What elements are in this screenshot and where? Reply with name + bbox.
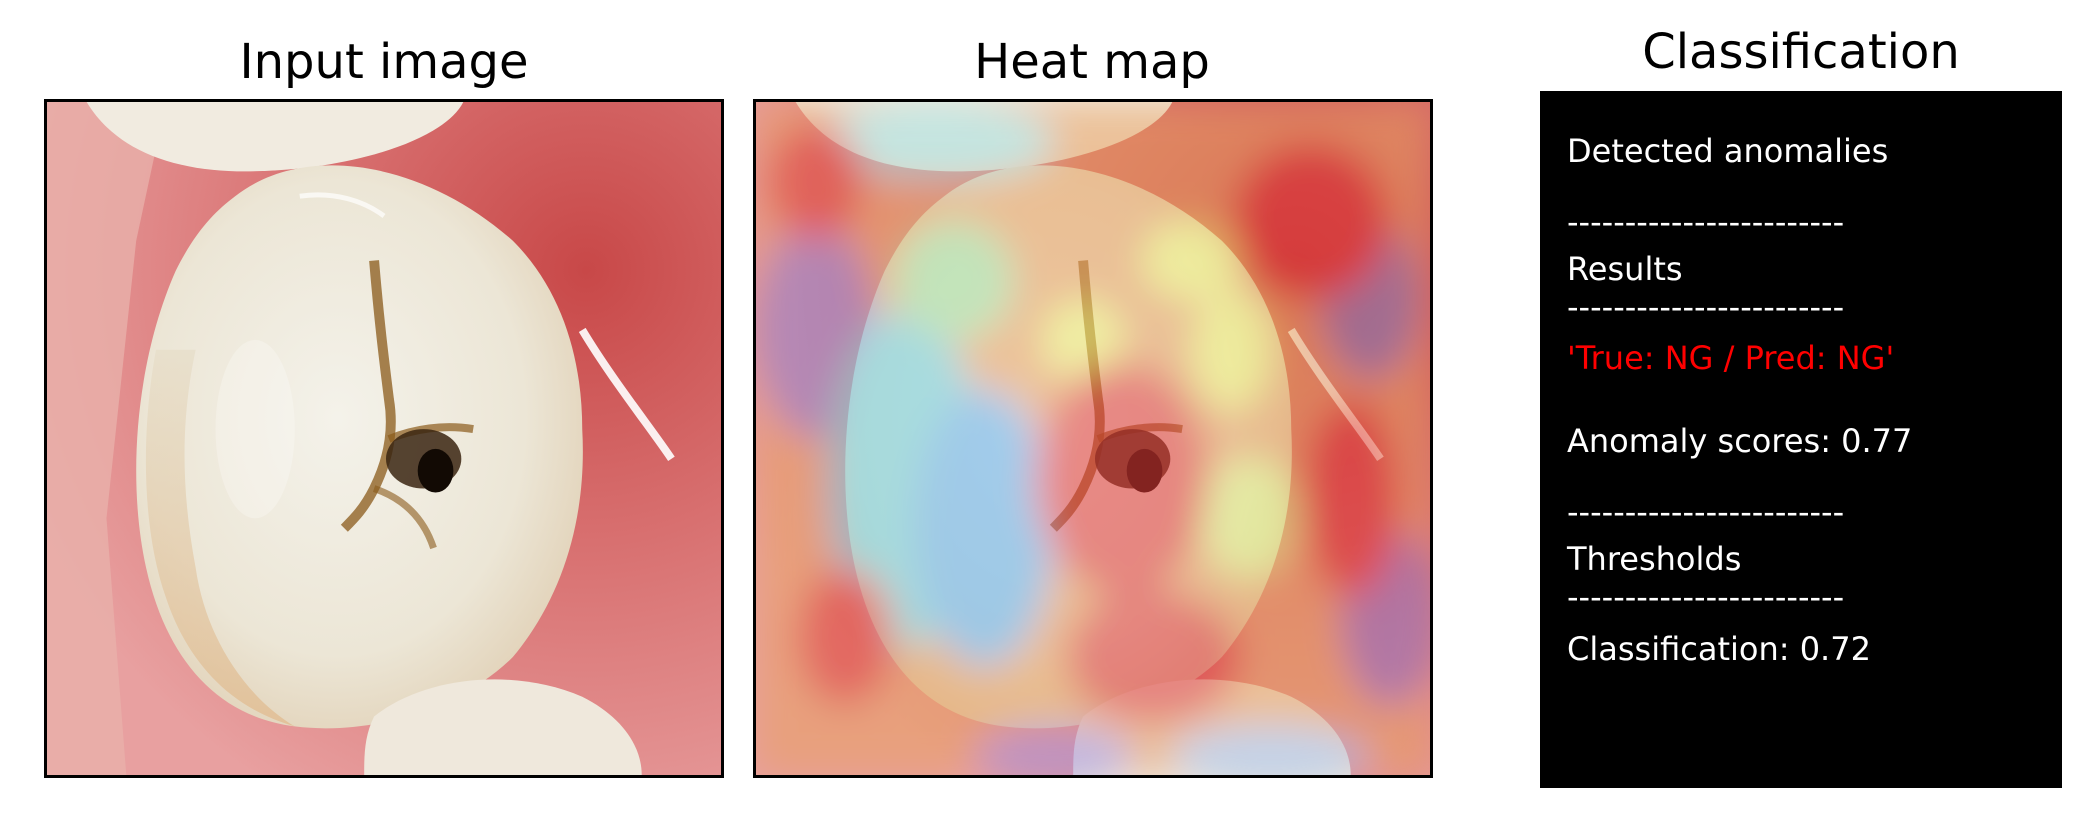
- thresholds-label: Thresholds: [1567, 540, 1742, 578]
- separator: ------------------------: [1567, 493, 1845, 531]
- prediction-result: 'True: NG / Pred: NG': [1567, 339, 1895, 377]
- input-image-panel: [44, 99, 724, 778]
- separator: ------------------------: [1567, 578, 1845, 616]
- classification-panel: Detected anomalies ---------------------…: [1540, 91, 2062, 788]
- anomaly-score: Anomaly scores: 0.77: [1567, 422, 1913, 460]
- separator: ------------------------: [1567, 288, 1845, 326]
- detected-anomalies-label: Detected anomalies: [1567, 132, 1889, 170]
- tooth-photo-icon: [47, 102, 721, 775]
- results-label: Results: [1567, 250, 1683, 288]
- heat-map-title: Heat map: [974, 34, 1210, 90]
- input-image-title: Input image: [239, 34, 529, 90]
- heat-map-panel: [753, 99, 1433, 778]
- separator: ------------------------: [1567, 203, 1845, 241]
- classification-threshold: Classification: 0.72: [1567, 630, 1871, 668]
- classification-title: Classification: [1642, 24, 1960, 80]
- tooth-heatmap-overlay-icon: [756, 102, 1430, 775]
